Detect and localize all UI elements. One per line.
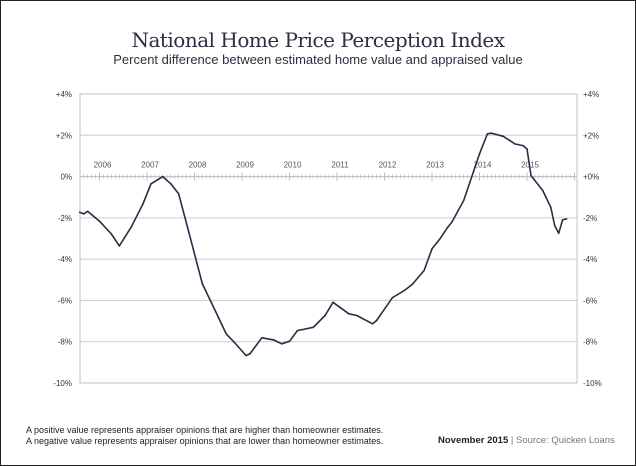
data-point [490, 132, 493, 135]
y-tick-label-left: +4% [56, 90, 72, 99]
x-tick-label: 2009 [236, 161, 254, 170]
y-tick-label-left: -4% [58, 255, 72, 264]
data-point [82, 213, 85, 215]
data-point [478, 153, 481, 155]
data-point [201, 283, 204, 285]
y-tick-label-left: -6% [58, 296, 72, 305]
data-point [502, 135, 505, 138]
separator: | [510, 435, 514, 446]
y-tick-label-right: +0% [583, 173, 599, 182]
data-point [375, 319, 378, 322]
report-date: November 2015 [438, 435, 509, 446]
note-negative: A negative value represents appraiser op… [26, 436, 384, 446]
data-point [371, 322, 374, 325]
data-point [98, 220, 101, 222]
source-line: November 2015 | Source: Quicken Loans [438, 435, 615, 446]
data-point [249, 353, 251, 355]
data-point [118, 245, 121, 247]
data-point [217, 316, 220, 318]
data-point [177, 193, 180, 195]
data-point [423, 269, 425, 272]
data-point [450, 221, 453, 223]
data-point [553, 224, 556, 227]
data-point [245, 354, 247, 357]
note-positive: A positive value represents appraiser op… [26, 425, 384, 435]
x-tick-label: 2008 [189, 161, 207, 170]
data-point [86, 210, 89, 213]
data-point [447, 226, 449, 228]
data-point [130, 226, 132, 228]
data-point [288, 340, 291, 343]
x-tick-label: 2010 [284, 161, 302, 170]
data-point [312, 326, 315, 329]
data-point [549, 206, 552, 209]
y-tick-label-left: +2% [56, 131, 72, 140]
data-point [542, 189, 544, 192]
y-tick-label-left: 0% [60, 173, 72, 182]
source-text: Source: Quicken Loans [515, 435, 615, 446]
x-tick-label: 2015 [521, 161, 539, 170]
data-point [296, 329, 299, 332]
y-tick-label-left: -8% [58, 338, 72, 347]
data-point [78, 211, 81, 214]
data-point [110, 233, 113, 235]
y-tick-label-right: -10% [583, 379, 602, 388]
x-tick-label: 2011 [331, 161, 349, 170]
data-point [561, 219, 564, 221]
data-point [260, 336, 263, 339]
data-point [233, 341, 235, 343]
x-tick-label: 2006 [94, 161, 112, 170]
data-point [280, 342, 283, 345]
data-point [272, 339, 275, 341]
chart-title: National Home Price Perception Index [131, 28, 505, 52]
data-point [557, 232, 560, 235]
data-point [403, 289, 406, 292]
data-point [391, 296, 394, 299]
data-point [526, 148, 528, 150]
chart-subtitle: Percent difference between estimated hom… [113, 52, 523, 67]
data-point [462, 199, 465, 202]
data-point [332, 301, 334, 304]
data-point [411, 283, 414, 286]
y-tick-label-right: -4% [583, 255, 597, 264]
data-point [470, 176, 473, 178]
data-point [150, 182, 152, 185]
data-point [431, 248, 433, 250]
data-point [565, 218, 568, 220]
data-point [348, 313, 350, 315]
y-tick-label-right: -6% [583, 296, 597, 305]
y-tick-label-right: -2% [583, 214, 597, 223]
data-point [142, 203, 144, 205]
data-point [185, 223, 188, 225]
x-tick-label: 2013 [426, 161, 444, 170]
data-point [486, 133, 489, 135]
x-tick-label: 2012 [379, 161, 397, 170]
data-point [530, 174, 532, 177]
y-tick-label-right: +4% [583, 90, 599, 99]
y-tick-label-left: -10% [53, 379, 72, 388]
y-tick-label-right: -8% [583, 338, 597, 347]
data-point [355, 314, 358, 317]
data-point [225, 333, 227, 335]
data-point [522, 144, 524, 147]
y-tick-label-left: -2% [58, 214, 72, 223]
x-tick-label: 2007 [141, 161, 159, 170]
data-point [324, 314, 326, 317]
data-point [514, 143, 516, 145]
data-point [169, 182, 172, 185]
plot-border [79, 93, 578, 384]
data-point [162, 175, 164, 178]
data-point [439, 238, 441, 240]
y-tick-label-right: +2% [583, 131, 599, 140]
x-tick-label: 2014 [474, 161, 492, 170]
